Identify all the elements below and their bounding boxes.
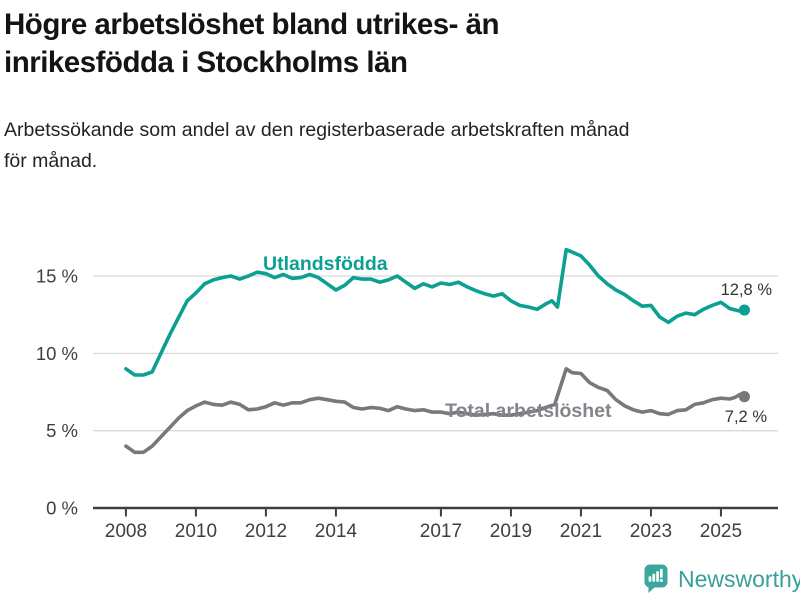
series-line-total bbox=[124, 366, 747, 455]
axes: 0 % 5 % 10 % 15 % 2008 2010 2012 2014 2017 2019 20… bbox=[36, 266, 778, 542]
y-axis-tick-label: 5 % bbox=[46, 420, 78, 441]
brand-name: Newsworthy bbox=[678, 565, 800, 592]
x-axis-tick-label: 2012 bbox=[245, 521, 287, 542]
chart-subtitle: Arbetssökande som andel av den registerb… bbox=[4, 115, 784, 177]
series-line-utlandsfodda bbox=[124, 247, 747, 377]
x-axis-tick-label: 2021 bbox=[560, 521, 602, 542]
subtitle-line-2: för månad. bbox=[4, 150, 98, 172]
x-axis-tick-label: 2019 bbox=[490, 521, 532, 542]
x-axis-tick-label: 2017 bbox=[420, 521, 462, 542]
series-lines bbox=[124, 247, 750, 455]
end-value-label-total: 7,2 % bbox=[725, 408, 768, 426]
page-title: Högre arbetslöshet bland utrikes- än inr… bbox=[4, 6, 744, 82]
x-axis-tick-label: 2010 bbox=[175, 521, 217, 542]
series-end-dot-utlandsfodda bbox=[738, 304, 750, 316]
series-end-dot-total bbox=[738, 391, 750, 403]
gridlines bbox=[93, 275, 778, 432]
series-label-utlandsfodda: Utlandsfödda bbox=[263, 253, 388, 275]
end-value-label-utlandsfodda: 12,8 % bbox=[721, 281, 773, 299]
y-axis-tick-label: 15 % bbox=[36, 266, 78, 287]
title-line-2: inrikesfödda i Stockholms län bbox=[4, 46, 408, 79]
x-axis-tick-label: 2025 bbox=[700, 521, 742, 542]
x-axis-tick-label: 2008 bbox=[105, 521, 147, 542]
newsworthy-logo: Newsworthy bbox=[644, 564, 800, 594]
newsworthy-chart-bubble-icon bbox=[644, 564, 668, 593]
title-line-1: Högre arbetslöshet bland utrikes- än bbox=[4, 8, 500, 41]
y-axis-tick-label: 10 % bbox=[36, 343, 78, 364]
x-axis-tick-label: 2023 bbox=[630, 521, 672, 542]
series-label-total: Total arbetslöshet bbox=[445, 400, 612, 422]
y-axis-tick-label: 0 % bbox=[46, 498, 78, 519]
subtitle-line-1: Arbetssökande som andel av den registerb… bbox=[4, 119, 630, 141]
x-axis-tick-label: 2014 bbox=[315, 521, 358, 542]
